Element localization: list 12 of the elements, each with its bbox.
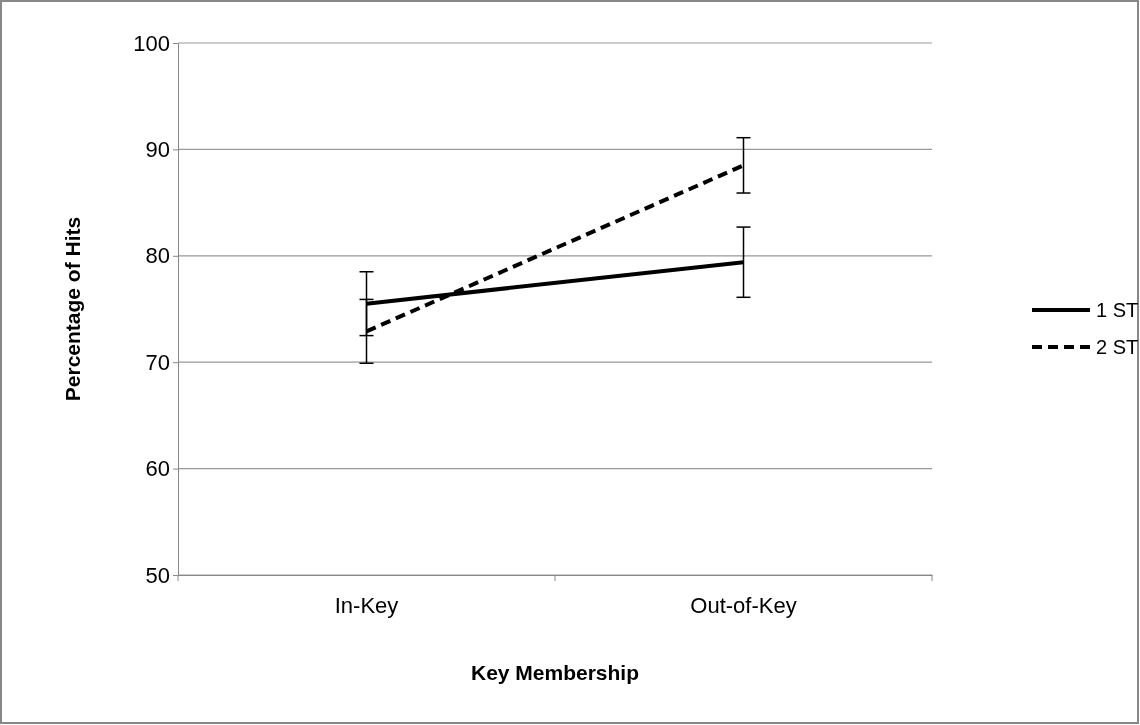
y-tick-label: 80 <box>145 243 170 269</box>
x-axis-title: Key Membership <box>470 661 640 684</box>
x-tick-label: In-Key <box>334 593 399 619</box>
y-tick-label: 90 <box>145 136 170 162</box>
y-axis-title: Percentage of Hits <box>61 216 84 402</box>
y-tick-label: 50 <box>145 562 170 588</box>
y-tick-label: 70 <box>145 349 170 375</box>
y-tick-label: 60 <box>145 456 170 482</box>
legend-label: 2 ST <box>1096 336 1139 358</box>
y-tick-label: 100 <box>133 30 170 56</box>
legend-label: 1 ST <box>1096 299 1139 321</box>
x-tick-label: Out-of-Key <box>690 593 797 619</box>
